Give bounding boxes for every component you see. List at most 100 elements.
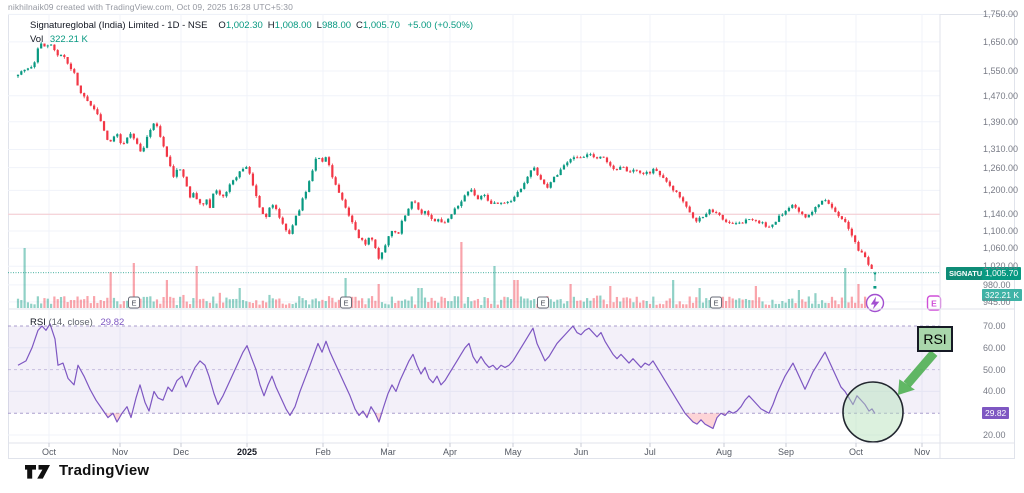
time-axis-label: Jul — [644, 447, 656, 457]
volume-bar — [142, 296, 145, 308]
candlestick — [380, 252, 384, 259]
candlestick — [334, 177, 337, 185]
candlestick — [53, 44, 56, 51]
candlestick — [860, 250, 863, 253]
volume-bar — [503, 296, 506, 308]
volume-bar — [397, 300, 400, 308]
volume-bar — [456, 296, 460, 308]
volume-legend: Vol 322.21 K — [30, 34, 88, 45]
candlestick — [241, 168, 245, 172]
price-axis-label: 1,260.00 — [983, 162, 1019, 173]
candlestick — [413, 201, 417, 203]
candlestick — [228, 184, 231, 192]
volume-bar — [40, 303, 43, 308]
price-axis-label: 1,140.00 — [983, 209, 1019, 220]
earnings-event-letter: E — [540, 299, 545, 308]
candlestick — [311, 170, 314, 182]
volume-bar — [470, 301, 473, 308]
volume-bar — [768, 304, 771, 308]
candlestick — [738, 222, 741, 224]
candlestick — [20, 71, 23, 75]
volume-bar — [380, 302, 384, 308]
candlestick — [321, 158, 324, 162]
candlestick — [741, 222, 744, 224]
volume-bar — [701, 302, 705, 308]
earnings-event-marker[interactable] — [340, 296, 352, 309]
volume-bar — [394, 302, 397, 308]
candlestick — [344, 199, 347, 208]
volume-bar — [794, 303, 797, 308]
candlestick — [662, 175, 665, 178]
rsi-oversold-fill — [375, 413, 382, 422]
rsi-axis-label: 50.00 — [983, 364, 1006, 375]
candlestick — [635, 169, 638, 171]
volume-bar — [49, 303, 53, 308]
candlestick — [192, 193, 195, 198]
earnings-event-marker[interactable] — [537, 296, 549, 309]
volume-bar — [586, 298, 589, 308]
candlestick — [817, 204, 820, 208]
candlestick — [579, 157, 582, 159]
volume-bar — [447, 301, 450, 308]
candlestick — [59, 55, 63, 56]
candlestick — [198, 199, 202, 204]
volume-bar — [860, 303, 863, 308]
volume-bar — [854, 302, 857, 308]
volume-bar — [102, 301, 106, 308]
volume-bar — [89, 303, 92, 308]
candlestick — [599, 156, 602, 159]
volume-bar — [834, 300, 837, 308]
candlestick — [172, 166, 175, 177]
volume-bar — [559, 299, 562, 308]
rsi-legend-params: (14, close) — [48, 317, 93, 328]
candlestick — [30, 67, 33, 69]
tradingview-logo-icon[interactable] — [24, 461, 51, 480]
candlestick — [576, 157, 579, 159]
volume-bar — [728, 296, 731, 308]
volume-bar — [351, 296, 354, 308]
candlestick — [665, 177, 668, 182]
earnings-event-marker[interactable] — [128, 296, 140, 309]
candlestick — [715, 212, 718, 213]
volume-bar — [241, 300, 245, 308]
candlestick — [400, 220, 403, 234]
candlestick — [681, 197, 685, 202]
candlestick — [728, 221, 731, 223]
candlestick — [162, 136, 165, 147]
rsi-legend-title: RSI — [30, 317, 46, 328]
candlestick — [69, 63, 73, 70]
volume-bar — [529, 300, 532, 308]
candlestick — [605, 157, 609, 163]
volume-bar — [622, 297, 625, 308]
volume-bar — [387, 304, 390, 308]
candlestick — [152, 123, 155, 130]
volume-bar — [811, 303, 814, 308]
earnings-event-marker[interactable] — [710, 296, 722, 309]
tradingview-brand-text[interactable]: TradingView — [59, 462, 150, 479]
volume-bar — [615, 296, 619, 308]
candlestick — [423, 211, 427, 214]
candlestick — [480, 195, 483, 200]
rsi-annotation-label[interactable]: RSI — [917, 326, 953, 352]
candlestick — [248, 166, 251, 174]
volume-bar — [486, 298, 489, 308]
candlestick — [483, 194, 486, 196]
candlestick — [337, 184, 341, 193]
candlestick — [347, 207, 350, 216]
volume-bar — [771, 299, 774, 308]
volume-bar — [179, 296, 182, 308]
rsi-annotation-circle[interactable] — [842, 381, 904, 443]
candlestick — [777, 215, 781, 222]
candlestick — [566, 162, 569, 166]
candlestick — [331, 165, 334, 178]
candlestick — [205, 199, 208, 205]
candlestick — [506, 201, 509, 203]
volume-bar — [675, 304, 678, 308]
candlestick — [873, 272, 877, 275]
volume-bar — [288, 303, 291, 308]
candlestick — [811, 211, 814, 215]
volume-bar — [43, 298, 46, 308]
candlestick — [351, 215, 354, 223]
candlestick — [572, 157, 575, 160]
